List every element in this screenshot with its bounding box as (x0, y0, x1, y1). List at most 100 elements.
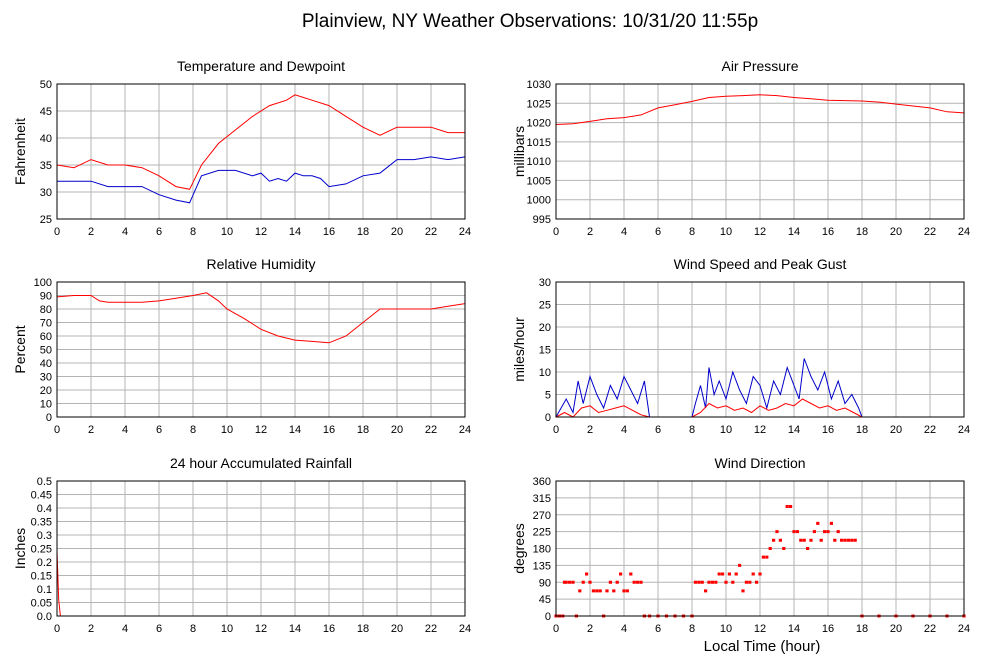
direction-point (809, 538, 813, 542)
temp-x-tick-label: 6 (156, 226, 162, 238)
direction-x-tick-label: 20 (890, 623, 902, 635)
direction-y-tick-label: 0 (545, 611, 551, 623)
pressure-y-tick-label: 1030 (527, 79, 551, 91)
humidity-plot-frame (56, 281, 466, 418)
humidity-x-tick-label: 4 (122, 424, 128, 436)
direction-point (598, 589, 602, 593)
direction-point (636, 580, 640, 584)
direction-x-tick-label: 22 (924, 623, 936, 635)
rain-x-tick-label: 8 (190, 623, 196, 635)
direction-point (782, 547, 786, 550)
temp-chart-title: Temperature and Dewpoint (177, 58, 345, 74)
direction-point (789, 505, 793, 508)
direction-point (772, 538, 776, 542)
direction-x-tick-label: 10 (720, 623, 732, 635)
wind-y-tick-label: 25 (539, 300, 551, 312)
pressure-x-tick-label: 0 (553, 226, 559, 238)
humidity-x-tick-label: 6 (156, 424, 162, 436)
humidity-x-tick-label: 10 (221, 424, 233, 436)
pressure-y-tick-label: 1005 (527, 175, 551, 187)
rain-y-tick-label: 0.0 (37, 611, 52, 623)
direction-point (816, 521, 820, 525)
temp-series-line-blue (57, 156, 466, 204)
direction-point (741, 589, 745, 593)
rain-x-tick-label: 20 (391, 623, 403, 635)
direction-point (768, 547, 772, 550)
temp-chart: 0 2 4 6 8 10 12 14 16 18 20 22 24253035404550Tempera… (12, 58, 471, 238)
direction-point (615, 580, 619, 584)
rain-y-tick-label: 0.15 (31, 571, 52, 583)
wind-y-tick-label: 20 (539, 322, 551, 334)
pressure-y-tick-label: 1025 (527, 98, 551, 110)
rain-y-tick-label: 0.2 (37, 557, 52, 569)
direction-point (625, 589, 629, 593)
rain-y-tick-label: 0.45 (31, 490, 52, 502)
x-axis-label: Local Time (hour) (704, 638, 821, 655)
humidity-y-tick-label: 100 (34, 277, 52, 289)
temp-x-tick-label: 12 (255, 226, 267, 238)
pressure-plot-frame (555, 83, 965, 220)
direction-y-tick-label: 45 (539, 594, 551, 606)
wind-x-tick-label: 0 (553, 424, 559, 436)
humidity-x-tick-label: 12 (255, 424, 267, 436)
wind-x-tick-label: 24 (958, 424, 970, 436)
humidity-y-tick-label: 90 (40, 291, 52, 303)
rain-x-tick-label: 0 (54, 623, 60, 635)
pressure-y-tick-label: 995 (533, 214, 551, 226)
wind-x-tick-label: 4 (621, 424, 627, 436)
pressure-x-tick-label: 24 (958, 226, 970, 238)
wind-plot-frame (555, 281, 965, 418)
temp-x-tick-label: 16 (323, 226, 335, 238)
pressure-x-tick-label: 18 (856, 226, 868, 238)
pressure-chart-title: Air Pressure (721, 58, 798, 74)
direction-x-tick-label: 6 (655, 623, 661, 635)
pressure-x-tick-label: 22 (924, 226, 936, 238)
wind-series-line-blue (555, 358, 964, 418)
direction-point (846, 538, 850, 542)
humidity-chart: 0 2 4 6 8 10 12 14 16 18 20 22 240102030405060708090… (12, 256, 471, 436)
direction-point (639, 580, 643, 584)
direction-point (704, 589, 708, 593)
direction-y-tick-label: 180 (533, 544, 551, 556)
pressure-x-tick-label: 2 (587, 226, 593, 238)
pressure-x-tick-label: 6 (655, 226, 661, 238)
direction-point (571, 580, 575, 584)
direction-point (693, 580, 697, 584)
direction-point (840, 538, 844, 542)
humidity-x-tick-label: 2 (88, 424, 94, 436)
wind-x-tick-label: 8 (689, 424, 695, 436)
pressure-x-tick-label: 4 (621, 226, 627, 238)
pressure-chart: 0 2 4 6 8 10 12 14 16 18 20 22 249951000100510101015… (511, 58, 970, 238)
direction-y-tick-label: 225 (533, 527, 551, 539)
direction-point (619, 572, 623, 576)
direction-chart: 0 2 4 6 8 10 12 14 16 18 20 22 240459013518022527031… (511, 455, 970, 635)
direction-point (717, 572, 721, 576)
rain-y-tick-label: 0.1 (37, 584, 52, 596)
rain-x-tick-label: 10 (221, 623, 233, 635)
direction-point (812, 530, 816, 534)
temp-y-tick-label: 50 (40, 79, 52, 91)
temp-y-tick-label: 25 (40, 214, 52, 226)
wind-x-tick-label: 2 (587, 424, 593, 436)
page-title: Plainview, NY Weather Observations: 10/3… (302, 11, 758, 32)
temp-x-tick-label: 22 (425, 226, 437, 238)
direction-point (605, 589, 609, 593)
temp-y-tick-label: 30 (40, 187, 52, 199)
humidity-x-tick-label: 14 (289, 424, 301, 436)
direction-point (595, 589, 599, 593)
direction-plot-frame (555, 480, 965, 617)
direction-x-tick-label: 14 (788, 623, 800, 635)
rain-x-tick-label: 12 (255, 623, 267, 635)
direction-x-tick-label: 4 (621, 623, 627, 635)
humidity-y-tick-label: 80 (40, 304, 52, 316)
direction-point (792, 530, 796, 534)
humidity-chart-title: Relative Humidity (207, 256, 316, 272)
humidity-x-tick-label: 8 (190, 424, 196, 436)
rain-x-tick-label: 22 (425, 623, 437, 635)
pressure-y-tick-label: 1020 (527, 118, 551, 130)
pressure-x-tick-label: 16 (822, 226, 834, 238)
direction-point (568, 580, 572, 584)
rain-x-tick-label: 2 (88, 623, 94, 635)
humidity-y-tick-label: 30 (40, 372, 52, 384)
direction-point (731, 580, 735, 584)
